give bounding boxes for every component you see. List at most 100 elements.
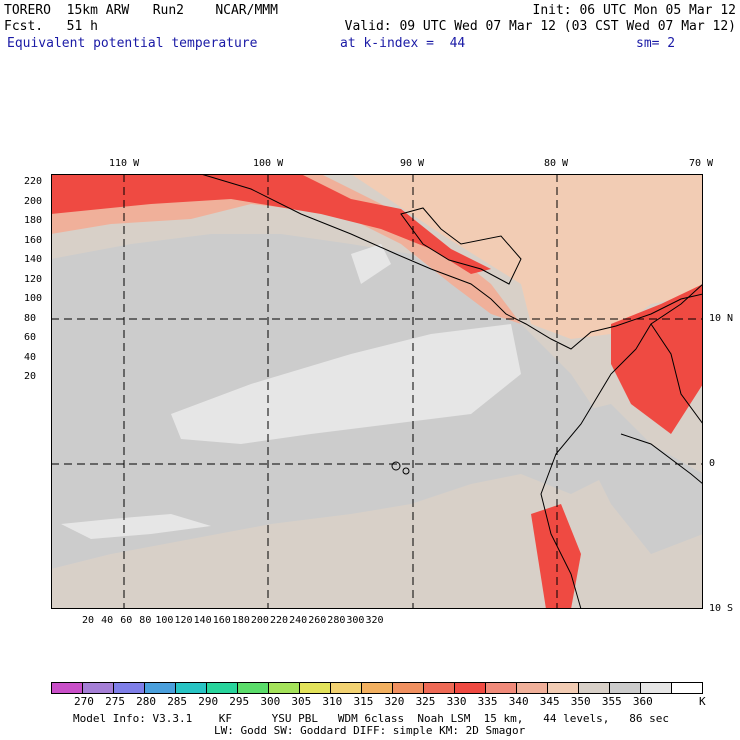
colorbar-label: 320 (384, 695, 405, 708)
y-tick-label: 60 (24, 332, 37, 343)
colorbar-label: 345 (539, 695, 560, 708)
x-tick-label: 100 (155, 615, 174, 626)
field-name: Equivalent potential temperature (7, 36, 258, 51)
lon-label-100w: 100 W (253, 158, 284, 169)
warm-zone-2 (51, 174, 521, 324)
colorbar-label: 350 (570, 695, 591, 708)
colorbar-label: 360 (632, 695, 653, 708)
colorbar-swatch (269, 683, 300, 693)
colorbar-label: 305 (291, 695, 312, 708)
galapagos-island-2 (402, 467, 410, 475)
y-tick-label: 20 (24, 371, 37, 382)
colorbar-swatch (145, 683, 176, 693)
colorbar-swatch (393, 683, 424, 693)
colorbar-swatch (331, 683, 362, 693)
model-run-title: TORERO 15km ARW Run2 NCAR/MMM (4, 3, 278, 18)
colorbar-label: 310 (322, 695, 343, 708)
colorbar-swatch (52, 683, 83, 693)
y-tick-label: 180 (24, 215, 43, 226)
coastline-central-america (200, 174, 703, 350)
smoothing-info: sm= 2 (636, 36, 676, 51)
colorbar-label: 295 (229, 695, 250, 708)
colorbar-label: 325 (415, 695, 436, 708)
x-tick-label: 80 (139, 615, 152, 626)
colorbar-swatch (300, 683, 331, 693)
border-colombia-peru (650, 323, 703, 425)
colorbar-label: 270 (74, 695, 94, 708)
colorbar-swatch (238, 683, 269, 693)
colorbar-label: 280 (136, 695, 157, 708)
x-tick-label: 320 (365, 615, 384, 626)
colorbar-label: 290 (198, 695, 219, 708)
colorbar-swatch (610, 683, 641, 693)
y-tick-label: 40 (24, 351, 37, 363)
lat-label-10n: 10 N (709, 313, 734, 324)
colorbar-label: 315 (353, 695, 374, 708)
colorbar-swatch (83, 683, 114, 693)
x-tick-label: 300 (346, 615, 365, 626)
forecast-hour: Fcst. 51 h (4, 19, 98, 34)
lon-label-90w: 90 W (400, 158, 425, 169)
x-tick-label: 140 (193, 615, 212, 626)
colorbar-swatch (548, 683, 579, 693)
y-tick-label: 200 (24, 195, 43, 207)
map-frame (51, 174, 703, 609)
lat-label-0: 0 (709, 458, 716, 469)
coastline-south-america (540, 283, 703, 609)
colorbar-label: 300 (260, 695, 281, 708)
physics-info: LW: Godd SW: Goddard DIFF: simple KM: 2D… (214, 724, 526, 737)
colorbar-swatch (486, 683, 517, 693)
colombia-hot-zone (611, 284, 703, 434)
colorbar-label: 275 (105, 695, 125, 708)
x-tick-label: 260 (308, 615, 327, 626)
border-guatemala-honduras (400, 207, 522, 285)
level-info: at k-index = 44 (340, 36, 466, 51)
x-tick-label: 40 (101, 615, 114, 626)
lat-label-10s: 10 S (709, 603, 734, 614)
cool-patch-n (351, 244, 391, 284)
coastal-warm-zone (51, 174, 703, 339)
y-tick-label: 140 (24, 254, 43, 265)
lon-label-70w: 70 W (689, 158, 714, 169)
andes-cool-zone (571, 404, 703, 554)
border-ecuador-peru (620, 433, 703, 485)
cool-tongue (171, 324, 521, 444)
x-tick-label: 20 (82, 615, 95, 626)
x-tick-label: 240 (289, 615, 308, 626)
colorbar-swatch (424, 683, 455, 693)
lon-label-80w: 80 W (544, 158, 569, 169)
colorbar (51, 682, 703, 694)
y-tick-label: 100 (24, 293, 43, 304)
colorbar-swatch (207, 683, 238, 693)
x-tick-label: 180 (231, 615, 250, 626)
colorbar-swatch (579, 683, 610, 693)
colorbar-swatch (362, 683, 393, 693)
colorbar-label: 285 (167, 695, 188, 708)
colorbar-unit: K (699, 695, 706, 708)
colorbar-swatch (672, 683, 702, 693)
hot-coast-zone (51, 174, 491, 274)
cool-patch-sw (61, 514, 211, 539)
x-tick-label: 60 (120, 615, 133, 626)
y-tick-label: 120 (24, 273, 43, 285)
x-tick-label: 160 (212, 615, 231, 626)
theta-e-map (51, 174, 703, 609)
galapagos-island (391, 461, 401, 471)
colorbar-label: 340 (508, 695, 529, 708)
lon-label-110w: 110 W (109, 158, 140, 169)
valid-time: Valid: 09 UTC Wed 07 Mar 12 (03 CST Wed … (344, 19, 736, 34)
peru-coast-hot-zone (531, 504, 581, 609)
x-tick-label: 120 (174, 615, 193, 626)
colorbar-swatch (114, 683, 145, 693)
southern-warm-band (51, 474, 703, 609)
y-tick-label: 80 (24, 312, 37, 324)
x-tick-label: 200 (250, 615, 269, 626)
y-tick-label: 220 (24, 176, 43, 187)
colorbar-swatch (641, 683, 672, 693)
colorbar-label: 355 (601, 695, 622, 708)
colorbar-label: 330 (446, 695, 467, 708)
y-tick-label: 160 (24, 234, 43, 246)
colorbar-swatch (176, 683, 207, 693)
x-tick-label: 280 (327, 615, 346, 626)
